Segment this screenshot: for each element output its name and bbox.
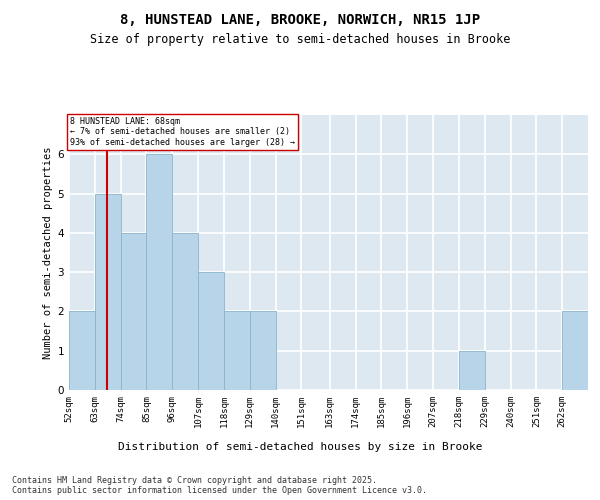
Bar <box>172 233 198 390</box>
Bar <box>562 312 588 390</box>
Bar <box>69 312 95 390</box>
Text: Contains HM Land Registry data © Crown copyright and database right 2025.
Contai: Contains HM Land Registry data © Crown c… <box>12 476 427 495</box>
Bar <box>250 312 275 390</box>
Text: 8 HUNSTEAD LANE: 68sqm
← 7% of semi-detached houses are smaller (2)
93% of semi-: 8 HUNSTEAD LANE: 68sqm ← 7% of semi-deta… <box>70 117 295 147</box>
Bar <box>198 272 224 390</box>
Text: Distribution of semi-detached houses by size in Brooke: Distribution of semi-detached houses by … <box>118 442 482 452</box>
Text: 8, HUNSTEAD LANE, BROOKE, NORWICH, NR15 1JP: 8, HUNSTEAD LANE, BROOKE, NORWICH, NR15 … <box>120 12 480 26</box>
Bar <box>146 154 172 390</box>
Bar <box>224 312 250 390</box>
Bar <box>95 194 121 390</box>
Text: Size of property relative to semi-detached houses in Brooke: Size of property relative to semi-detach… <box>90 32 510 46</box>
Bar <box>121 233 146 390</box>
Bar <box>459 350 485 390</box>
Y-axis label: Number of semi-detached properties: Number of semi-detached properties <box>43 146 53 359</box>
